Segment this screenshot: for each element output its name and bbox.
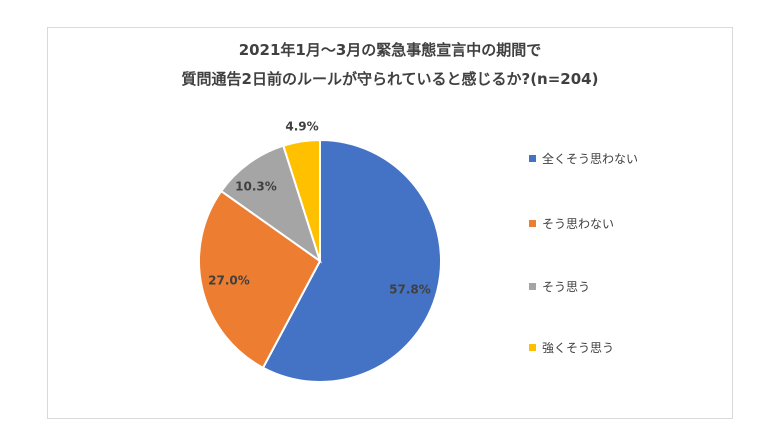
data-label-disagree: 27.0% xyxy=(208,274,250,288)
pie-slice-disagree xyxy=(198,189,322,370)
legend-swatch-1 xyxy=(529,155,536,162)
legend-item-4: 強くそう思う xyxy=(529,339,614,356)
pie-slice-agree xyxy=(219,144,322,264)
legend-item-1: 全くそう思わない xyxy=(529,150,638,167)
chart-title: 2021年1月〜3月の緊急事態宣言中の期間で 質問通告2日前のルールが守られてい… xyxy=(0,36,780,94)
legend-label-1: 全くそう思わない xyxy=(542,152,639,166)
data-label-strongly-agree: 4.9% xyxy=(285,120,318,134)
legend-item-2: そう思わない xyxy=(529,215,614,232)
data-label-agree: 10.3% xyxy=(235,180,277,194)
chart-title-line-1: 2021年1月〜3月の緊急事態宣言中の期間で xyxy=(238,41,542,59)
pie-slice-strongly-agree xyxy=(282,138,321,262)
legend-label-4: 強くそう思う xyxy=(542,341,615,355)
legend-swatch-3 xyxy=(529,283,536,290)
pie-slice-strongly-disagree xyxy=(261,138,442,383)
legend-swatch-2 xyxy=(529,220,536,227)
legend-label-3: そう思う xyxy=(542,280,591,294)
legend-swatch-4 xyxy=(529,344,536,351)
legend-item-3: そう思う xyxy=(529,278,590,295)
legend-label-2: そう思わない xyxy=(542,217,615,231)
chart-title-line-2: 質問通告2日前のルールが守られていると感じるか?(n=204) xyxy=(181,70,599,88)
data-label-strongly-disagree: 57.8% xyxy=(389,283,431,297)
